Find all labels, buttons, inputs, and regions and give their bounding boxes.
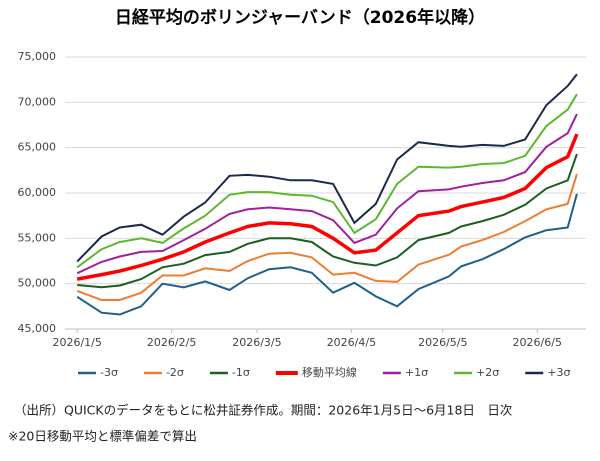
legend-label: +1σ [405, 366, 428, 379]
note: ※20日移動平均と標準偏差で算出 [8, 429, 197, 444]
legend-label: +3σ [547, 366, 570, 379]
legend-label: -1σ [232, 366, 250, 379]
legend-label: -3σ [100, 366, 118, 379]
y-tick-label: 60,000 [18, 186, 57, 199]
series-line [76, 133, 579, 281]
note: （出所）QUICKのデータをもとに松井証券作成。期間：2026年1月5日～6月1… [14, 403, 512, 418]
y-tick-label: 65,000 [18, 141, 57, 154]
series-line [76, 173, 578, 301]
series-line [76, 93, 578, 269]
series-line [76, 73, 578, 263]
x-tick-label: 2026/5/5 [418, 336, 467, 349]
x-tick-label: 2026/6/5 [513, 336, 562, 349]
x-tick-label: 2026/2/5 [147, 336, 196, 349]
x-tick-label: 2026/1/5 [52, 336, 101, 349]
series-line [76, 193, 578, 316]
series-line [76, 113, 578, 275]
legend-label: +2σ [476, 366, 499, 379]
chart-title: 日経平均のボリンジャーバンド（2026年以降） [115, 7, 485, 28]
series-line [77, 153, 578, 289]
legend-label: -2σ [166, 366, 184, 379]
legend-label: 移動平均線 [302, 365, 357, 379]
y-tick-label: 55,000 [18, 231, 57, 244]
x-tick-label: 2026/3/5 [232, 336, 281, 349]
x-tick-label: 2026/4/5 [327, 336, 376, 349]
y-tick-label: 50,000 [18, 277, 57, 290]
y-tick-label: 75,000 [18, 50, 57, 63]
y-tick-label: 70,000 [18, 95, 57, 108]
y-tick-label: 45,000 [18, 322, 57, 335]
